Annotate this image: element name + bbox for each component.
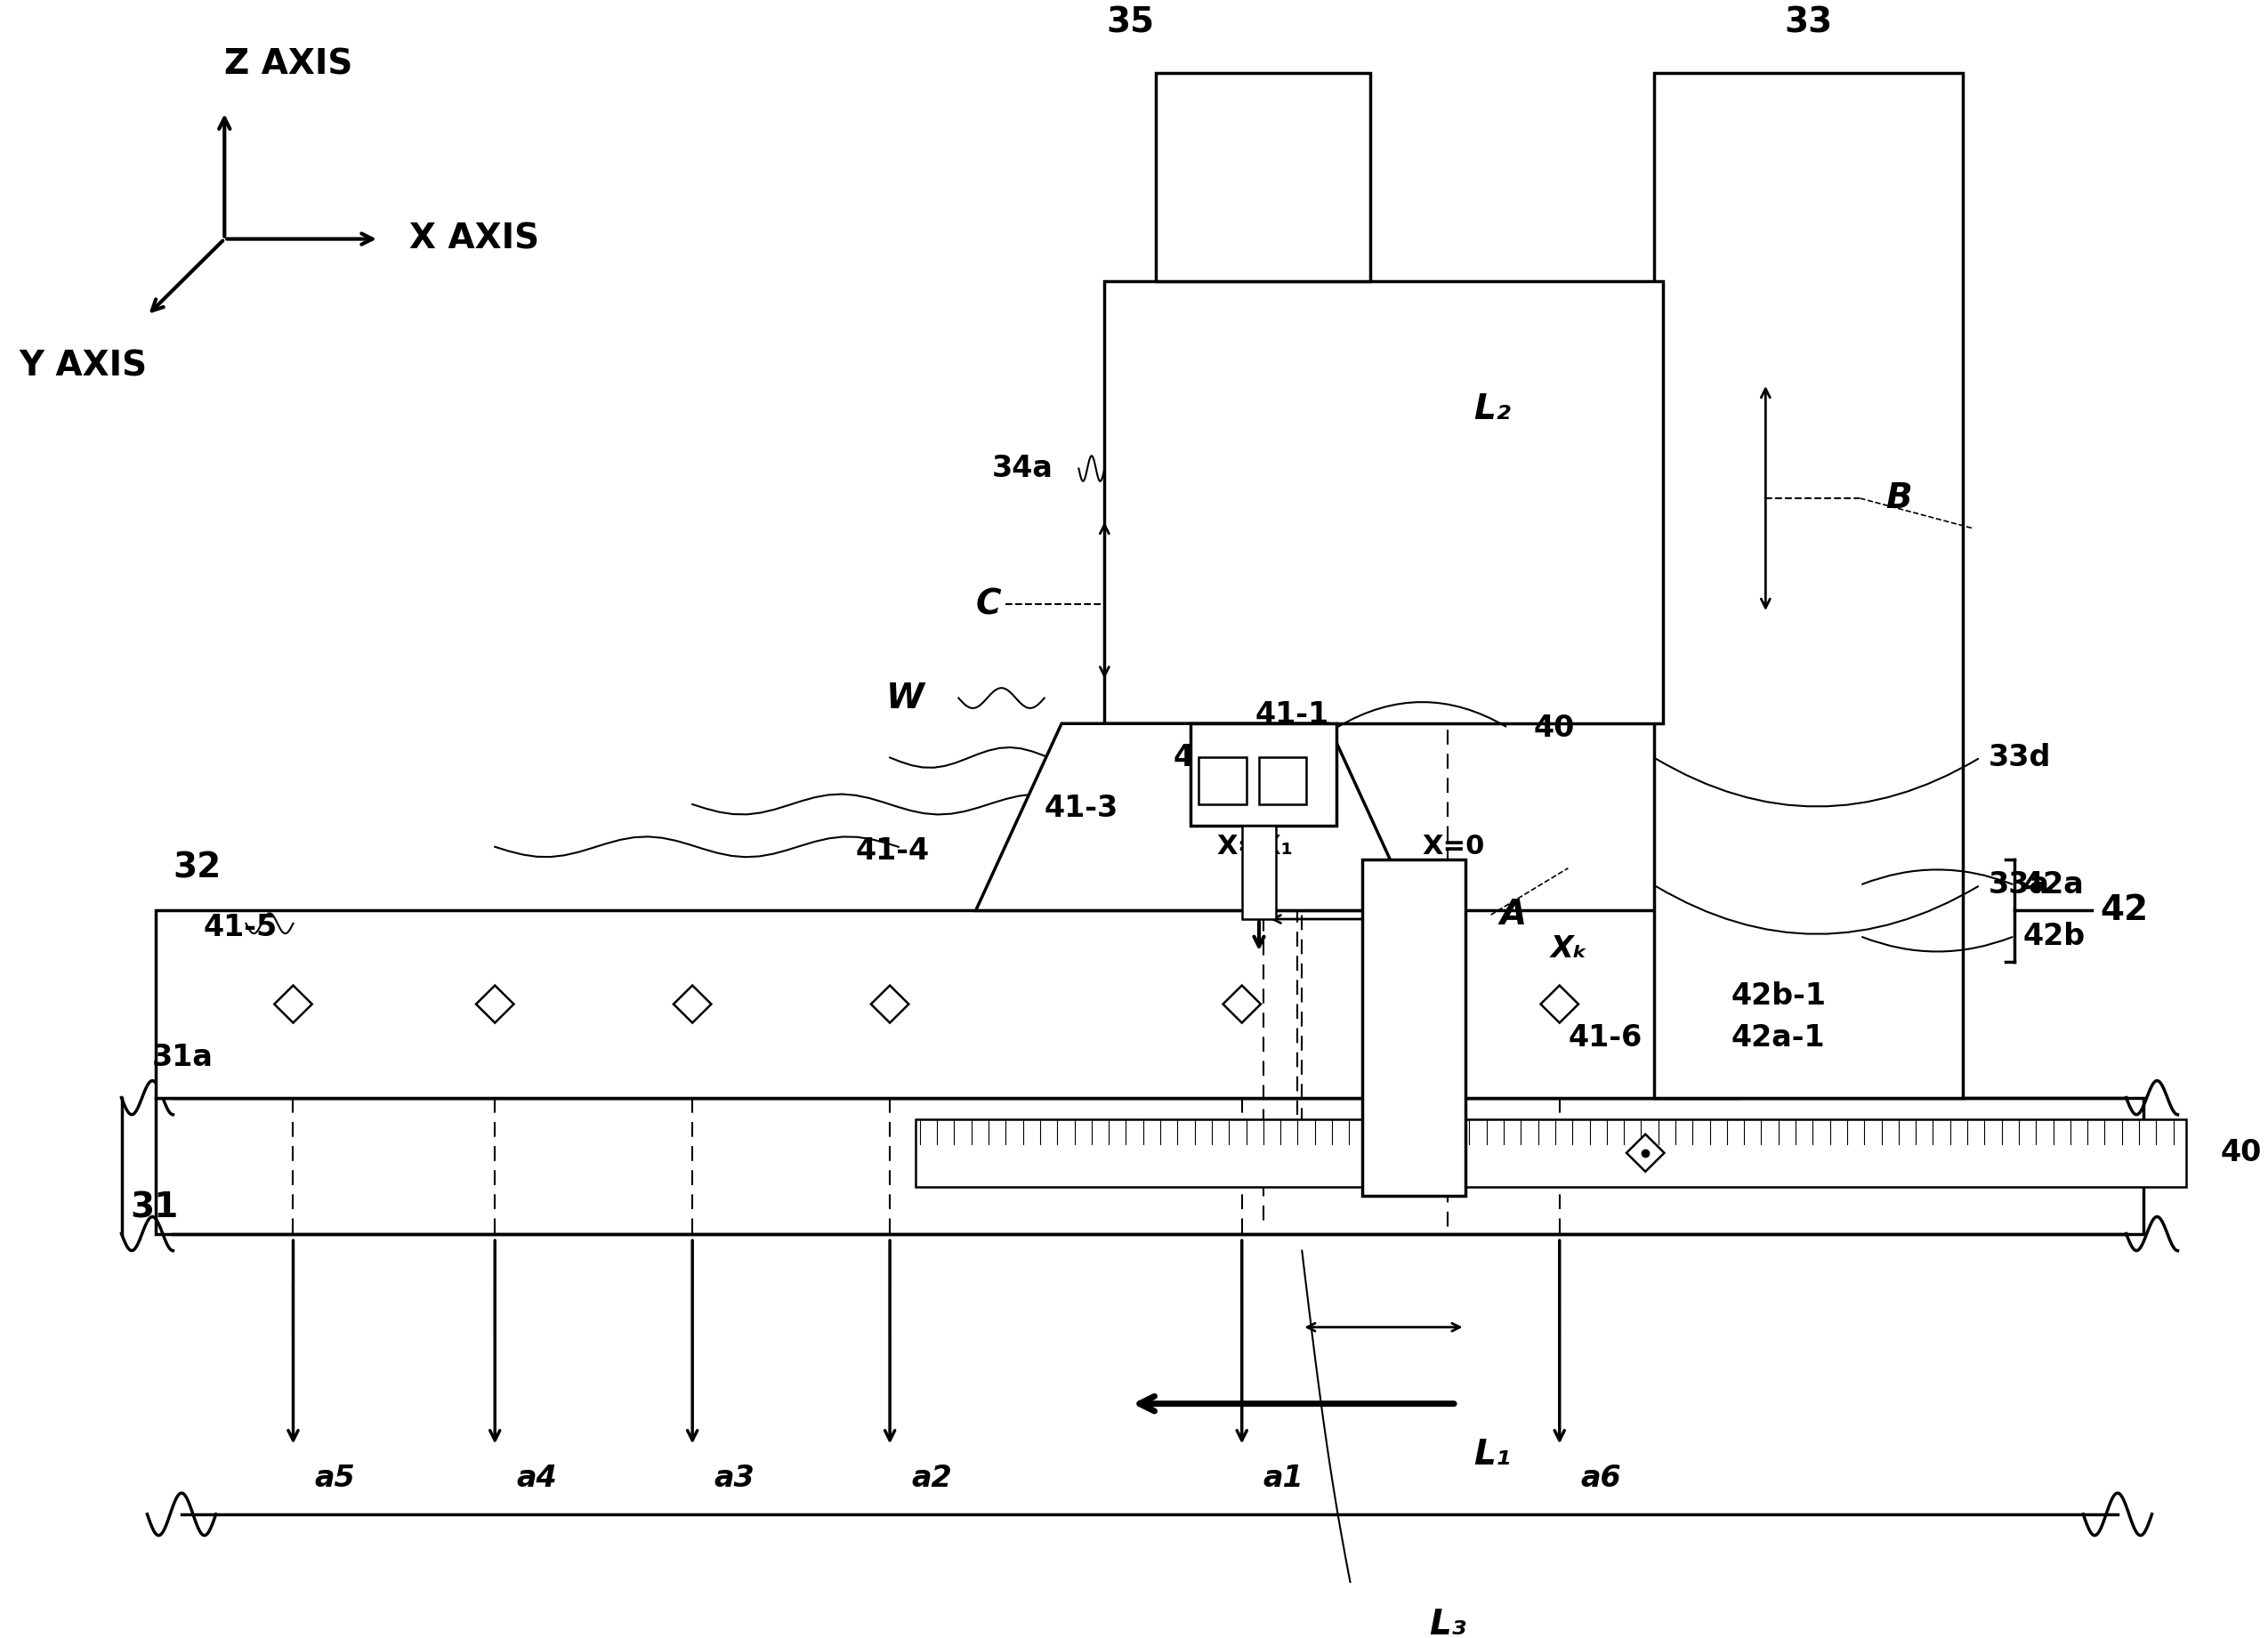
Bar <box>1259 757 1306 804</box>
Text: 40: 40 <box>2220 1138 2261 1168</box>
Bar <box>1363 860 1465 1196</box>
Text: 34: 34 <box>1193 213 1241 247</box>
Text: 41-3: 41-3 <box>1043 794 1118 824</box>
Text: a2: a2 <box>912 1463 953 1492</box>
Text: 41-1: 41-1 <box>1254 701 1329 731</box>
Text: a5: a5 <box>315 1463 356 1492</box>
Text: 33d: 33d <box>1989 744 2053 771</box>
Text: 42b-1: 42b-1 <box>1730 981 1826 1011</box>
Bar <box>1243 826 1277 919</box>
Text: 40: 40 <box>1533 713 1574 742</box>
Text: L₂: L₂ <box>1474 391 1510 426</box>
Polygon shape <box>871 986 909 1022</box>
Text: a3: a3 <box>714 1463 755 1492</box>
Text: 42a: 42a <box>2023 870 2084 899</box>
Text: W: W <box>887 681 923 714</box>
Text: 31: 31 <box>129 1191 179 1225</box>
Text: 36: 36 <box>1102 744 1143 771</box>
Polygon shape <box>1222 986 1261 1022</box>
Text: Xₖ: Xₖ <box>1551 934 1588 963</box>
Text: 33: 33 <box>1785 5 1833 39</box>
Text: 41-4: 41-4 <box>855 837 930 867</box>
Text: 35: 35 <box>1107 5 1154 39</box>
Text: C: C <box>975 588 1002 621</box>
Text: 33a: 33a <box>1989 870 2050 899</box>
Bar <box>156 1097 2143 1233</box>
Text: 41-5: 41-5 <box>204 912 277 942</box>
Bar <box>916 1119 2186 1188</box>
Text: 42a-1: 42a-1 <box>1730 1024 1826 1053</box>
Text: 41-2: 41-2 <box>1173 744 1247 771</box>
Text: L₁: L₁ <box>1474 1438 1510 1471</box>
Text: 31a: 31a <box>152 1043 213 1073</box>
Bar <box>1157 74 1370 282</box>
Text: X AXIS: X AXIS <box>408 223 540 256</box>
Bar <box>1105 282 1662 724</box>
Text: B: B <box>1885 482 1912 516</box>
Text: X=X₁: X=X₁ <box>1218 834 1293 860</box>
Bar <box>1191 724 1336 826</box>
Text: A: A <box>1499 898 1526 932</box>
Bar <box>1200 757 1245 804</box>
Text: 37: 37 <box>1102 776 1143 806</box>
Text: X=0: X=0 <box>1422 834 1486 860</box>
Text: L₃: L₃ <box>1429 1609 1467 1638</box>
Text: a1: a1 <box>1263 1463 1304 1492</box>
Text: a6: a6 <box>1581 1463 1622 1492</box>
Polygon shape <box>476 986 515 1022</box>
Bar <box>156 911 1740 1097</box>
Polygon shape <box>975 724 1413 911</box>
Text: 34a: 34a <box>991 454 1052 483</box>
Polygon shape <box>674 986 712 1022</box>
Text: 32: 32 <box>172 852 222 885</box>
Text: Y AXIS: Y AXIS <box>18 349 147 383</box>
Polygon shape <box>1626 1133 1665 1171</box>
Text: Z AXIS: Z AXIS <box>225 48 354 82</box>
Text: a4: a4 <box>517 1463 558 1492</box>
Polygon shape <box>274 986 313 1022</box>
Text: 41-6: 41-6 <box>1567 1024 1642 1053</box>
Polygon shape <box>1540 986 1579 1022</box>
Text: 39: 39 <box>1102 862 1143 891</box>
Text: 38: 38 <box>1102 832 1143 862</box>
Text: 42: 42 <box>2100 894 2148 927</box>
Text: 42b: 42b <box>2023 922 2087 950</box>
Bar <box>1653 74 1964 1097</box>
